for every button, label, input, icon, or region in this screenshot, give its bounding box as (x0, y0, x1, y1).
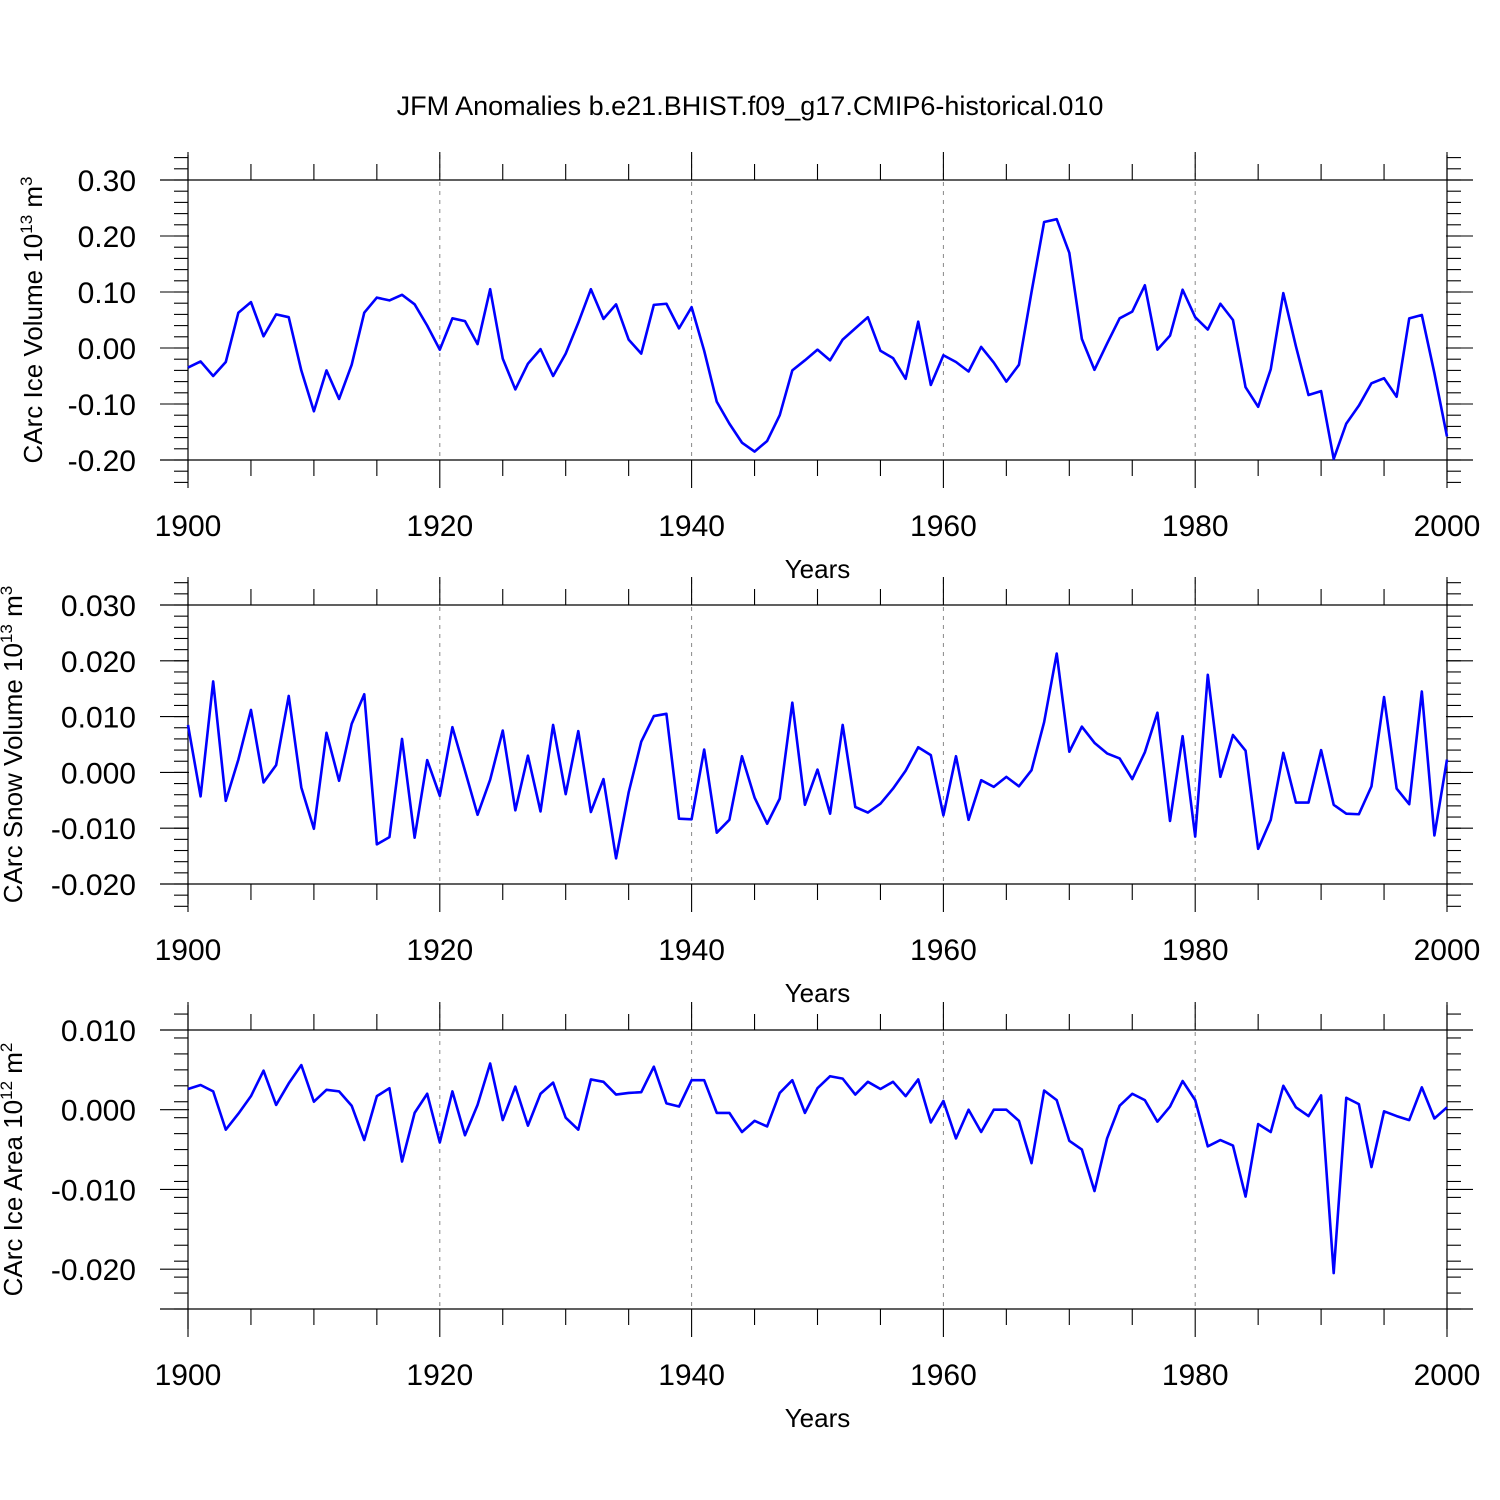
y-tick-label: 0.030 (61, 590, 136, 623)
x-tick-label: 1940 (658, 1359, 725, 1392)
x-tick-label: 1940 (658, 934, 725, 967)
y-tick-label: 0.30 (78, 165, 136, 198)
x-tick-label: 1980 (1162, 1359, 1229, 1392)
x-tick-label: 1900 (155, 510, 222, 543)
y-tick-label: 0.10 (78, 277, 136, 310)
x-tick-label: 2000 (1414, 1359, 1481, 1392)
x-tick-label: 2000 (1414, 934, 1481, 967)
y-tick-label: 0.020 (61, 646, 136, 679)
y-tick-label: 0.20 (78, 221, 136, 254)
y-tick-label: -0.20 (68, 445, 136, 478)
y-tick-label: 0.000 (61, 1095, 136, 1128)
x-tick-label: 1900 (155, 934, 222, 967)
y-axis-label: CArc Snow Volume 1013 m3 (0, 586, 28, 903)
x-axis-label: Years (785, 1403, 851, 1433)
x-axis-label: Years (785, 554, 851, 584)
panel-1: -0.20 -0.10 0.00 0.10 0.20 0.30 1900 1920 1940 19… (17, 152, 1480, 584)
series-line (187, 217, 1449, 461)
x-tick-label: 1960 (910, 1359, 977, 1392)
x-tick-label: 1920 (406, 934, 473, 967)
y-tick-label: -0.010 (51, 1174, 136, 1207)
y-tick-label: -0.010 (51, 813, 136, 846)
y-axis-label: CArc Ice Area 1012 m2 (0, 1043, 28, 1297)
panel-3: -0.020 -0.010 0.000 0.010 1900 1920 1940 1960 19… (0, 1002, 1480, 1433)
series-line (186, 652, 1449, 860)
panel-2: -0.020 -0.010 0.000 0.010 0.020 0.030 1900 1920… (0, 577, 1480, 1008)
series-line (187, 1062, 1448, 1275)
x-tick-label: 1960 (910, 510, 977, 543)
x-tick-label: 1980 (1162, 934, 1229, 967)
chart-title: JFM Anomalies b.e21.BHIST.f09_g17.CMIP6-… (397, 91, 1104, 121)
y-tick-label: 0.010 (61, 702, 136, 735)
y-tick-label: -0.020 (51, 1254, 136, 1287)
y-axis-label: CArc Ice Volume 1013 m3 (17, 176, 48, 463)
y-tick-label: 0.000 (61, 757, 136, 790)
x-tick-label: 1900 (155, 1359, 222, 1392)
x-tick-label: 1920 (406, 510, 473, 543)
y-tick-label: -0.10 (68, 389, 136, 422)
x-tick-label: 1980 (1162, 510, 1229, 543)
y-tick-label: 0.010 (61, 1015, 136, 1048)
x-tick-label: 1960 (910, 934, 977, 967)
y-tick-label: 0.00 (78, 333, 136, 366)
y-tick-label: -0.020 (51, 869, 136, 902)
x-tick-label: 1940 (658, 510, 725, 543)
x-tick-label: 2000 (1414, 510, 1481, 543)
x-axis-label: Years (785, 978, 851, 1008)
x-tick-label: 1920 (406, 1359, 473, 1392)
